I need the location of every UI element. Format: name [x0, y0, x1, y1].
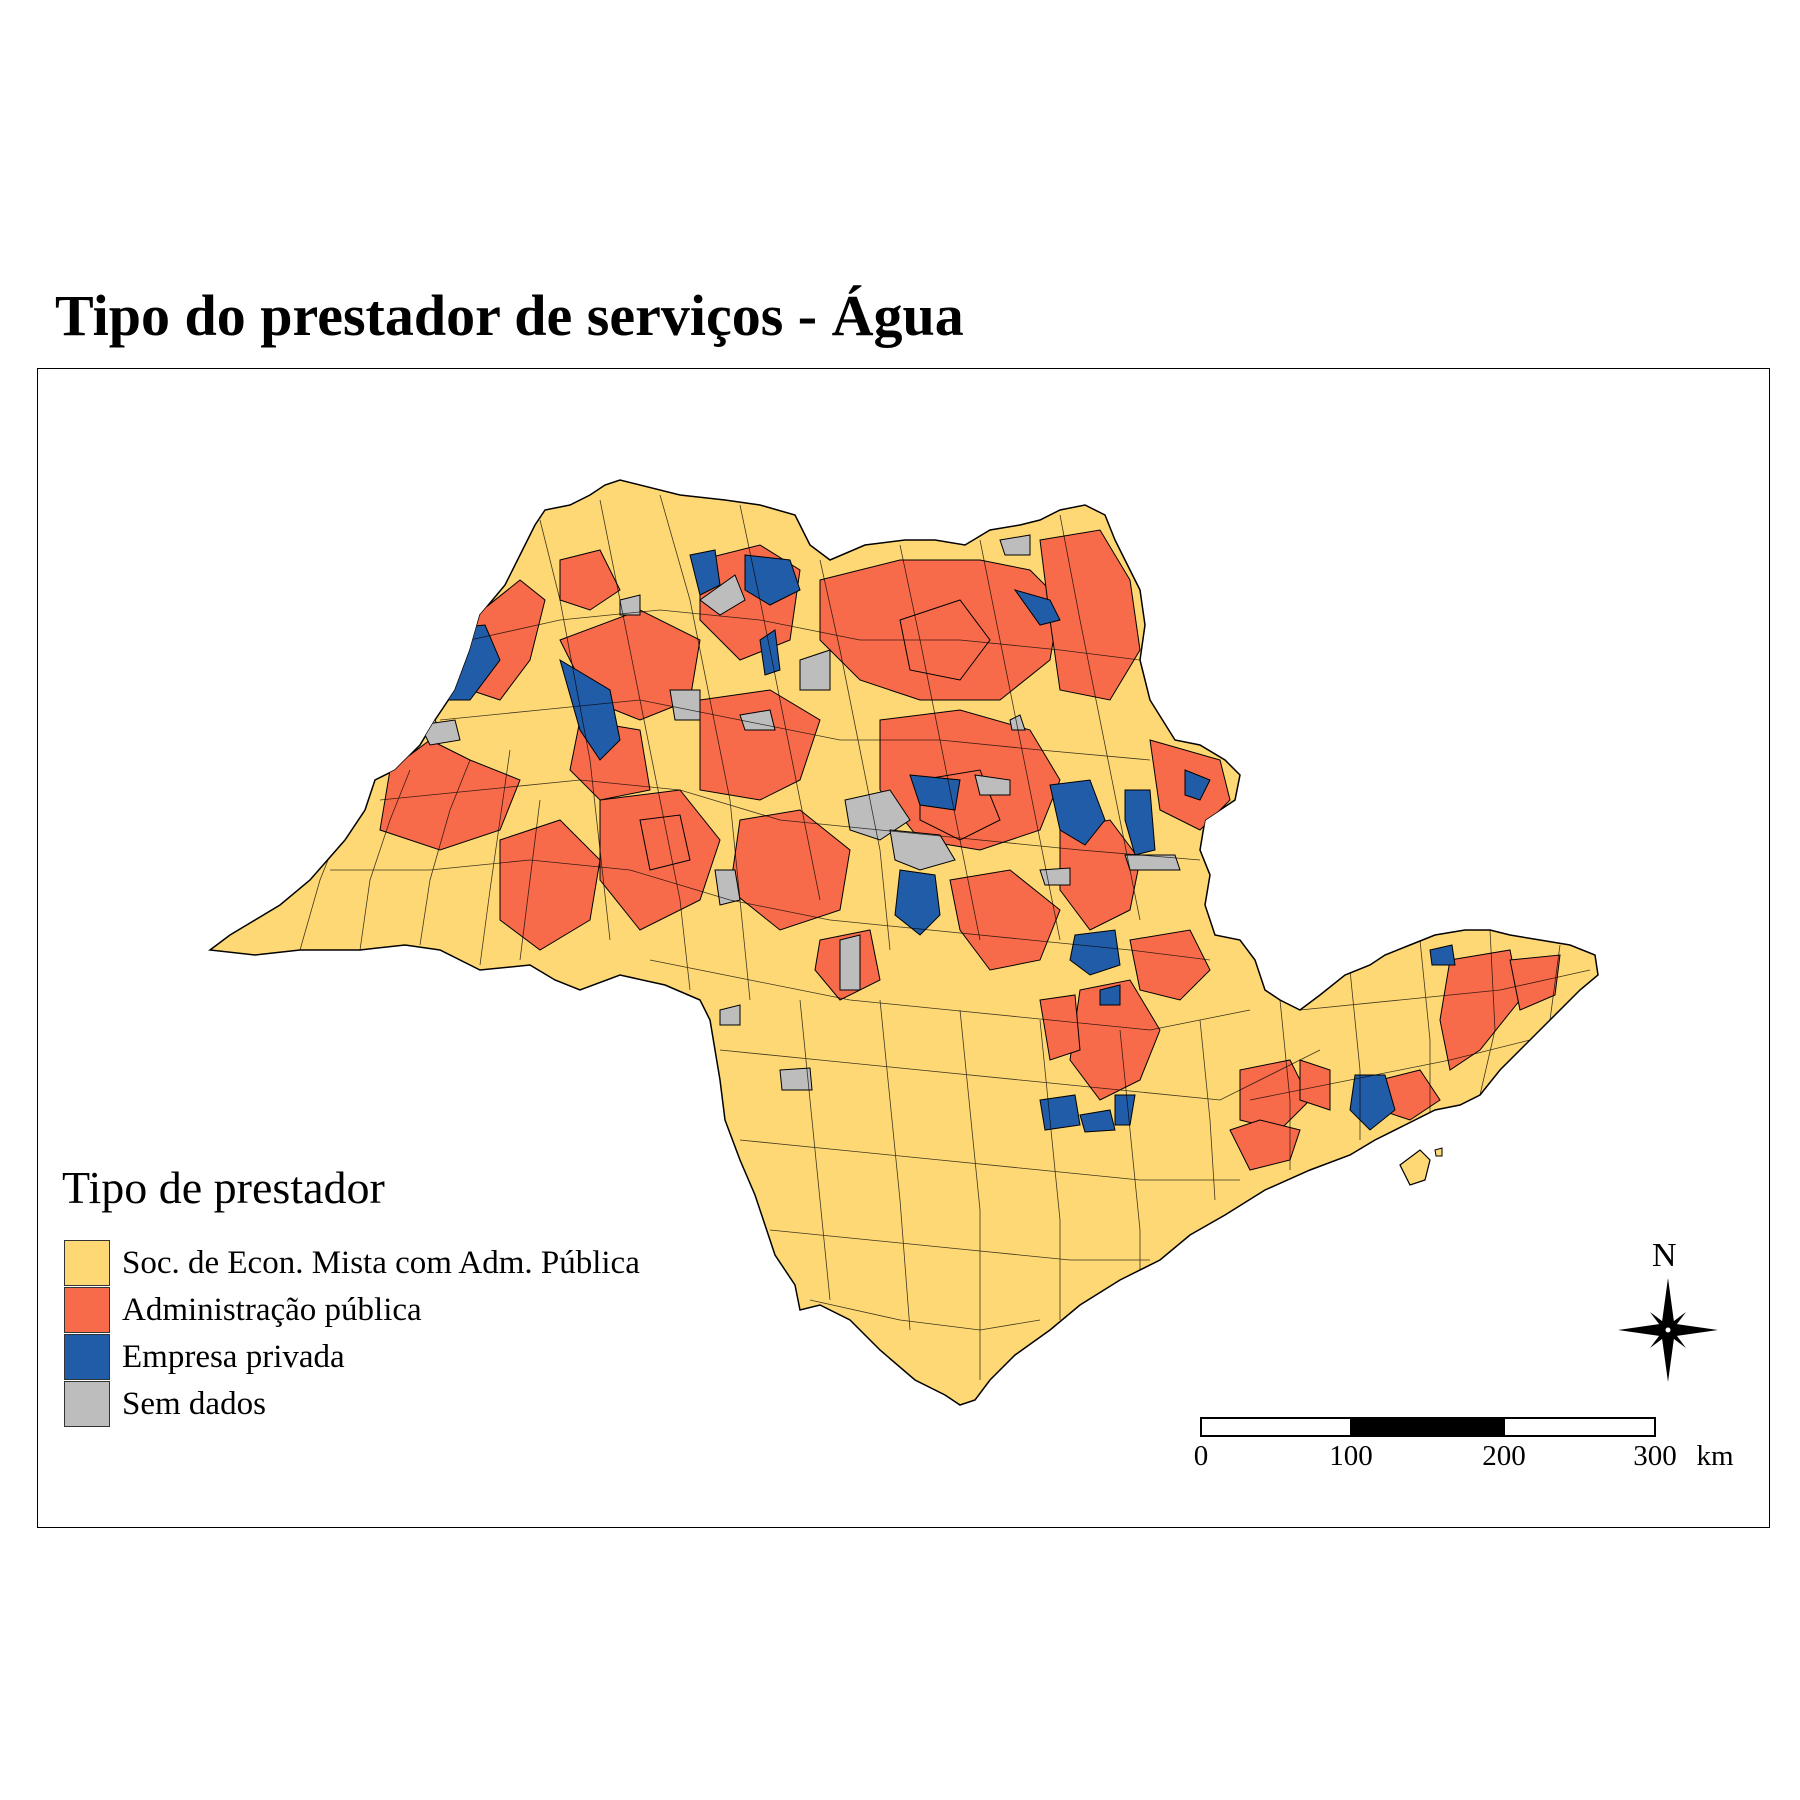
legend-item-soc-econ-mista: Soc. de Econ. Mista com Adm. Pública — [64, 1240, 640, 1286]
north-label: N — [1652, 1237, 1677, 1274]
scale-bar — [1200, 1417, 1656, 1437]
island-shape — [1399, 1149, 1431, 1186]
legend-swatch — [64, 1240, 110, 1286]
legend-item-empresa-privada: Empresa privada — [64, 1334, 345, 1380]
legend-swatch — [64, 1334, 110, 1380]
legend-item-administracao-publica: Administração pública — [64, 1287, 422, 1333]
legend-label: Administração pública — [122, 1291, 422, 1328]
map-frame — [37, 368, 1770, 1528]
legend-label: Sem dados — [122, 1385, 266, 1422]
map-title: Tipo do prestador de serviços - Água — [55, 283, 964, 348]
region-empresa-privada — [419, 549, 1456, 1133]
scale-label-0: 0 — [1193, 1440, 1209, 1472]
municipality-boundaries — [299, 494, 1591, 1380]
legend-label: Empresa privada — [122, 1338, 345, 1375]
scale-label-100: 100 — [1329, 1440, 1373, 1472]
legend-item-sem-dados: Sem dados — [64, 1381, 266, 1427]
legend-swatch — [64, 1287, 110, 1333]
municipality-regions — [299, 494, 1591, 1380]
legend-label: Soc. de Econ. Mista com Adm. Pública — [122, 1244, 640, 1281]
legend-title: Tipo de prestador — [62, 1162, 385, 1213]
compass-rose-icon — [1618, 1278, 1718, 1382]
scale-label-200: 200 — [1482, 1440, 1526, 1472]
scale-unit: km — [1696, 1440, 1734, 1472]
scale-label-300: 300 — [1633, 1440, 1677, 1472]
legend-swatch — [64, 1381, 110, 1427]
island-shape — [1434, 1147, 1443, 1157]
state-outline — [208, 479, 1599, 1406]
